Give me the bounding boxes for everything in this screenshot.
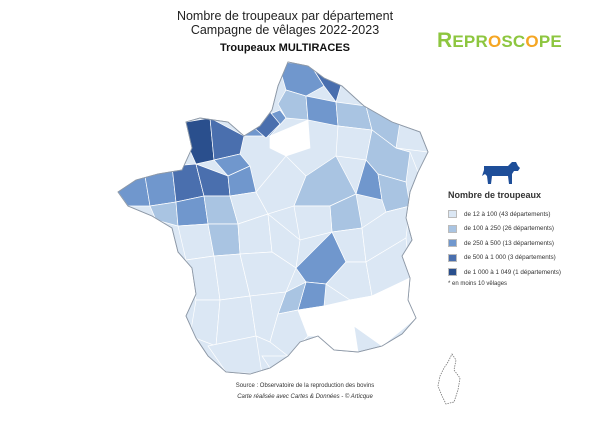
legend-swatch: [448, 239, 457, 248]
title-line-2: Campagne de vêlages 2022-2023: [190, 23, 380, 37]
cow-svg: [482, 162, 520, 184]
france-map: [110, 56, 450, 386]
legend-label: de 250 à 500 (13 départements): [464, 239, 554, 247]
source-line: Source : Observatoire de la reproduction…: [235, 383, 375, 389]
legend-item: de 12 à 100 (43 départements): [448, 207, 593, 222]
legend-swatch: [448, 210, 457, 219]
legend-note: * en moins 10 vêlages: [448, 280, 508, 287]
dept-ardennes: [335, 101, 373, 131]
legend: Nombre de troupeaux de 12 à 100 (43 dépa…: [448, 190, 593, 287]
legend-item: de 500 à 1 000 (3 départements): [448, 251, 593, 266]
dept-haute-vienne: [239, 251, 297, 297]
legend-swatch: [448, 268, 457, 277]
map-title: Nombre de troupeaux par département Camp…: [150, 9, 420, 37]
legend-title: Nombre de troupeaux: [448, 190, 542, 200]
dept-landes: [189, 299, 221, 347]
dept-ile-de-france: [269, 119, 311, 157]
france-map-svg: [117, 61, 429, 375]
credit-line: Carte réalisée avec Cartes & Données - ©…: [237, 394, 373, 400]
legend-label: de 100 à 250 (26 départements): [464, 225, 554, 233]
dept-deux-sevres: [207, 223, 241, 257]
dept-finistere: [118, 169, 151, 207]
corsica-svg: [437, 353, 461, 405]
title-line-1: Nombre de troupeaux par département: [176, 9, 394, 23]
legend-item: de 250 à 500 (13 départements): [448, 236, 593, 251]
dept-somme: [277, 89, 309, 121]
legend-item: de 1 000 à 1 049 (1 départements): [448, 265, 593, 280]
legend-swatch: [448, 224, 457, 233]
source-credits: Source : Observatoire de la reproduction…: [160, 381, 450, 403]
corsica-outline: [437, 353, 461, 405]
reproscope-logo: REPROSCOPE: [437, 29, 562, 52]
cow-icon: [480, 160, 522, 186]
france-border: [117, 61, 429, 375]
corsica-map: [430, 352, 470, 407]
legend-label: de 12 à 100 (43 départements): [464, 210, 551, 218]
map-subtitle: Troupeaux MULTIRACES: [220, 42, 350, 54]
legend-swatch: [448, 253, 457, 262]
legend-label: de 500 à 1 000 (3 départements): [464, 254, 556, 262]
dept-marne: [335, 125, 373, 161]
legend-label: de 1 000 à 1 049 (1 départements): [464, 268, 561, 276]
dept-pyrenees-atlantiques: [207, 335, 263, 374]
legend-item: de 100 à 250 (26 départements): [448, 222, 593, 237]
dept-morbihan: [149, 201, 179, 227]
